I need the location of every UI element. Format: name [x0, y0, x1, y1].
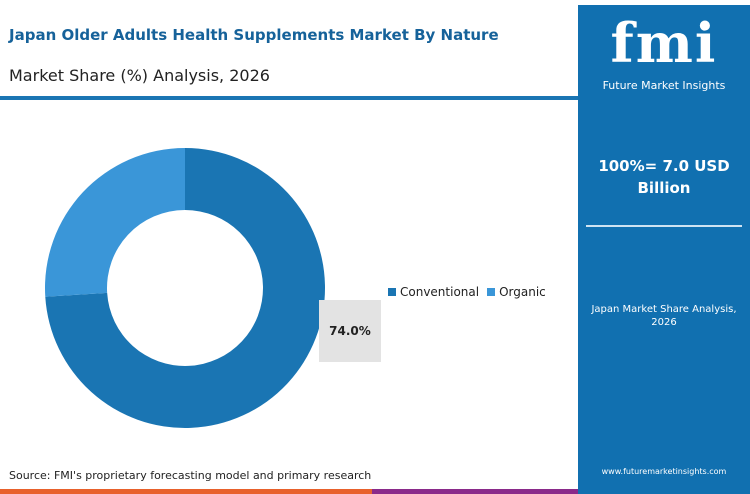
fmi-logo: fmi	[610, 11, 718, 75]
legend-item-organic: Organic	[487, 285, 546, 299]
legend-item-conventional: Conventional	[388, 285, 479, 299]
legend: Conventional Organic	[388, 285, 546, 299]
panel-title: Japan Market Share Analysis, 2026	[591, 304, 737, 328]
slice-conventional	[45, 148, 326, 428]
source-note: Source: FMI's proprietary forecasting mo…	[9, 469, 372, 482]
header-divider	[0, 96, 578, 100]
panel-divider	[586, 225, 742, 227]
logo-text: Future Market Insights	[602, 79, 726, 92]
footer-bar-purple	[372, 489, 578, 494]
market-total: 100%= 7.0 USD Billion	[598, 157, 730, 197]
chart-title: Japan Older Adults Health Supplements Ma…	[9, 26, 499, 44]
slice-organic	[44, 148, 185, 297]
chart-subtitle: Market Share (%) Analysis, 2026	[9, 66, 270, 85]
legend-swatch	[487, 288, 496, 296]
legend-swatch	[388, 288, 396, 296]
footer-bar-orange	[0, 489, 372, 494]
donut-chart	[44, 148, 326, 428]
info-panel: fmi Future Market Insights 100%= 7.0 USD…	[578, 5, 750, 494]
data-label-conventional: 74.0%	[319, 300, 381, 362]
website-link[interactable]: www.futuremarketinsights.com	[601, 467, 727, 476]
